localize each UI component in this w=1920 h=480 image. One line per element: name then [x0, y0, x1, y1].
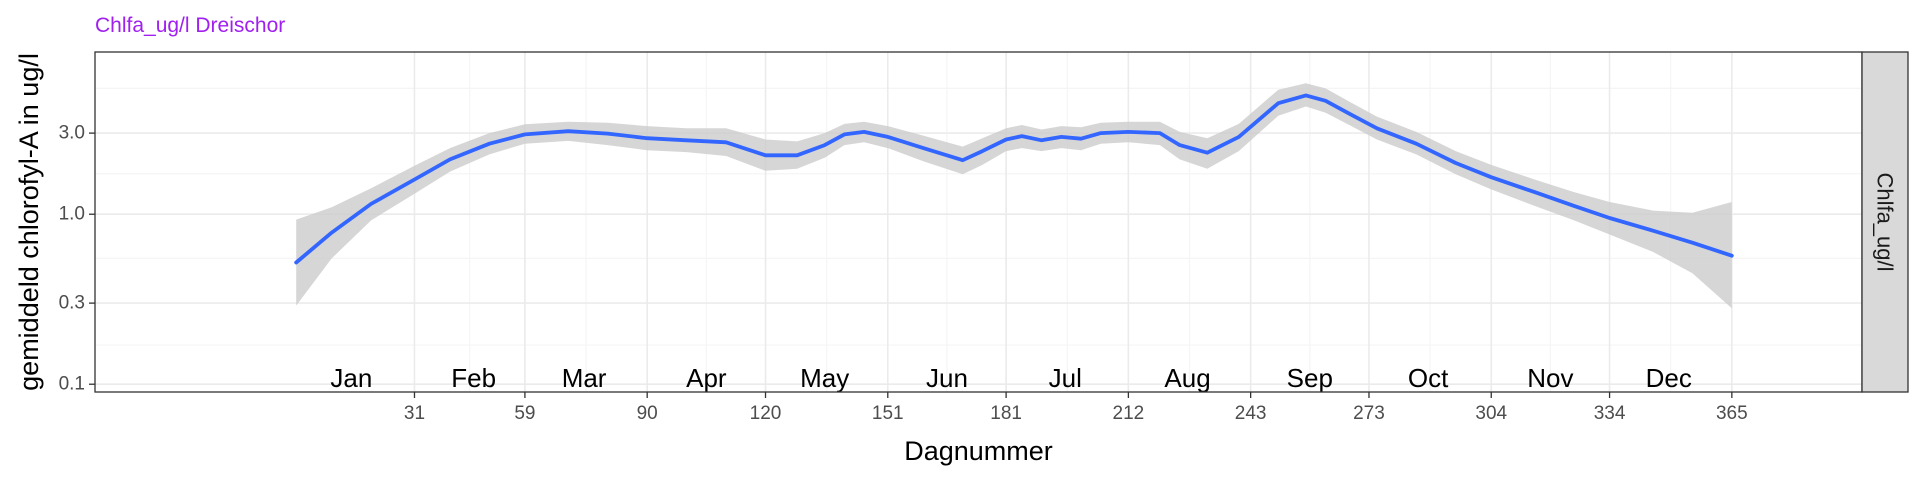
x-tick-label: 243 — [1235, 403, 1267, 424]
x-tick-label: 90 — [637, 403, 658, 424]
month-labels: Jan Feb Mar Apr May Jun Jul Aug Sep Oct Nov Dec — [330, 363, 1691, 393]
major-gridlines — [95, 52, 1862, 392]
month-label: Apr — [686, 363, 727, 393]
x-tick-label: 31 — [404, 403, 425, 424]
month-label: Jun — [926, 363, 968, 393]
month-label: Jul — [1049, 363, 1082, 393]
x-tick-label: 304 — [1475, 403, 1507, 424]
y-tick-label: 0.1 — [59, 374, 85, 395]
x-tick-label: 334 — [1594, 403, 1626, 424]
month-label: Oct — [1408, 363, 1449, 393]
month-label: May — [800, 363, 849, 393]
x-tick-label: 212 — [1113, 403, 1145, 424]
facet-strip-label: Chlfa_ug/l — [1873, 172, 1898, 271]
x-tick-label: 59 — [514, 403, 535, 424]
chart-title: Chlfa_ug/l Dreischor — [95, 14, 285, 37]
month-label: Mar — [562, 363, 607, 393]
x-tick-label: 365 — [1716, 403, 1748, 424]
facet-strip: Chlfa_ug/l — [1861, 51, 1909, 393]
month-label: Nov — [1527, 363, 1573, 393]
x-axis: 31 59 90 120 151 181 212 243 273 304 334 365 — [404, 392, 1748, 424]
y-tick-label: 3.0 — [59, 123, 85, 144]
month-label: Feb — [451, 363, 496, 393]
plot-panel: Jan Feb Mar Apr May Jun Jul Aug Sep Oct Nov Dec — [94, 51, 1863, 393]
month-label: Dec — [1646, 363, 1692, 393]
panel-background — [95, 52, 1862, 392]
x-tick-label: 120 — [750, 403, 782, 424]
y-tick-label: 1.0 — [59, 204, 85, 225]
x-axis-title: Dagnummer — [904, 436, 1053, 466]
x-tick-label: 181 — [990, 403, 1022, 424]
month-label: Sep — [1287, 363, 1333, 393]
month-label: Jan — [330, 363, 372, 393]
x-tick-label: 273 — [1353, 403, 1385, 424]
y-axis: 0.1 0.3 1.0 3.0 — [59, 123, 95, 395]
x-tick-label: 151 — [872, 403, 904, 424]
y-tick-label: 0.3 — [59, 293, 85, 314]
smooth-line — [294, 93, 1734, 265]
month-label: Aug — [1164, 363, 1210, 393]
y-axis-title: gemiddeld chlorofyl-A in ug/l — [14, 53, 44, 391]
facet-strip-background — [1861, 51, 1909, 393]
